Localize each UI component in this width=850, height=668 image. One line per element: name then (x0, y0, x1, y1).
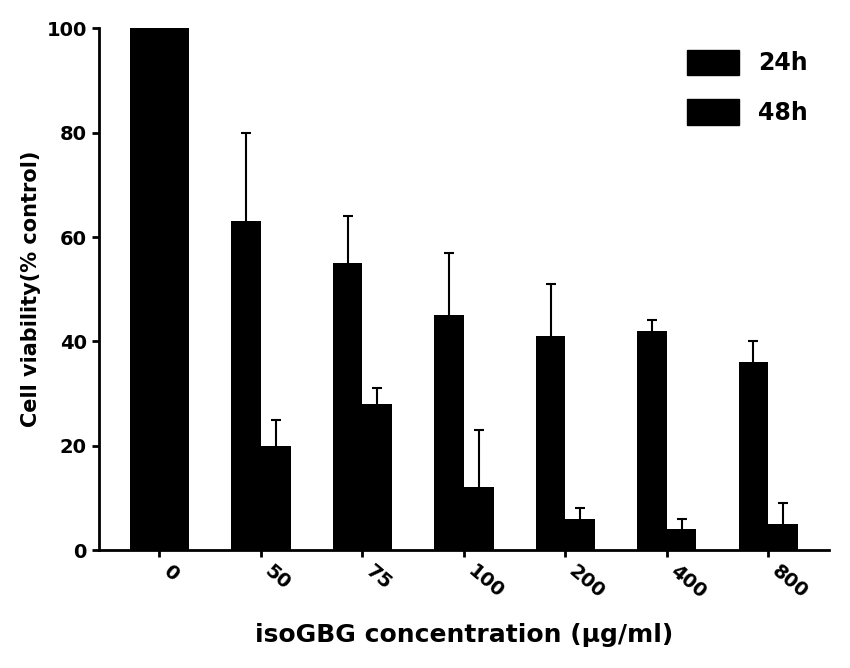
Bar (638, 331, 666, 550)
X-axis label: isoGBG concentration (μg/ml): isoGBG concentration (μg/ml) (255, 623, 673, 647)
Bar (362, 404, 392, 550)
Bar (739, 362, 768, 550)
Bar (536, 336, 565, 550)
Bar (231, 221, 261, 550)
Y-axis label: Cell viability(% control): Cell viability(% control) (21, 151, 41, 428)
Bar (261, 446, 291, 550)
Bar (332, 263, 362, 550)
Bar (768, 524, 798, 550)
Bar (130, 28, 160, 550)
Bar (160, 28, 189, 550)
Bar (434, 315, 464, 550)
Bar (464, 488, 494, 550)
Bar (666, 529, 696, 550)
Legend: 24h, 48h: 24h, 48h (678, 40, 818, 134)
Bar (565, 519, 595, 550)
